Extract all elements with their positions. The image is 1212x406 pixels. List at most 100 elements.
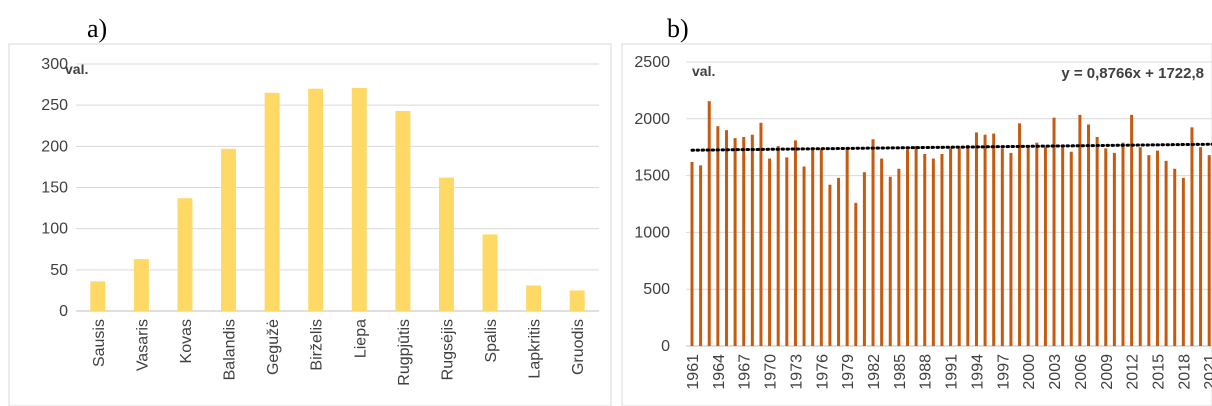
x-tick-label: Balandis [222,319,239,380]
x-tick-label: Vasaris [134,319,151,371]
bar-vasaris [133,259,149,311]
y-tick-label: 1000 [634,224,670,241]
y-tick-label: 250 [41,97,68,114]
bar-1972 [785,157,789,346]
panel-a-chart: 0 50 100 150 200 250 300 Sausis Vasaris Kovas Bala… [41,56,599,386]
bar-1977 [828,184,832,346]
y-tick-label: 2000 [634,111,670,128]
bar-1998 [1009,152,1013,346]
bar-lapkritis [526,285,542,311]
x-tick-label: 1961 [685,354,702,390]
y-tick-label: 100 [41,221,68,238]
y-tick-label: 1500 [634,168,670,185]
x-tick-label: 1988 [918,354,935,390]
x-tick-label: Gruodis [570,319,587,375]
x-tick-label: 1964 [711,354,728,390]
bar-1992 [957,148,961,346]
x-tick-label: 2000 [1021,354,1038,390]
bar-1985 [897,168,901,346]
bar-1965 [724,130,728,346]
bar-kovas [177,198,193,311]
x-tick-label: 2021 [1202,354,1212,390]
x-tick-label: 2009 [1099,354,1116,390]
bar-2007 [1087,124,1091,346]
x-tick-label: 1994 [969,354,986,390]
bar-2015 [1155,150,1159,346]
bar-2014 [1147,155,1151,346]
bar-2005 [1069,151,1073,346]
bar-1971 [776,146,780,346]
bar-2004 [1061,146,1065,346]
panel-label-b: b) [667,14,689,43]
trendline-equation: y = 0,8766x + 1722,8 [1061,65,1204,82]
bar-1989 [931,158,935,346]
trendline [690,142,1212,152]
x-tick-label: Lapkritis [527,319,544,379]
bar-2009 [1104,148,1108,346]
bar-2020 [1199,147,1203,346]
bar-sausis [90,281,106,311]
x-tick-label: Rugpjūtis [396,319,413,386]
bar-1969 [759,122,763,346]
bar-1978 [837,177,841,346]
bar-1980 [854,202,858,346]
bar-2010 [1112,152,1116,346]
x-tick-label: 1973 [788,354,805,390]
bar-1981 [862,172,866,346]
bar-1996 [992,133,996,346]
bar-2018 [1181,177,1185,346]
bar-2003 [1052,117,1056,346]
bar-1995 [983,134,987,346]
panel-a-unit-label: val. [65,61,88,77]
bar-2016 [1164,160,1168,346]
y-tick-label: 0 [59,303,68,320]
y-tick-label: 300 [41,56,68,73]
bar-gruodis [569,290,585,311]
bar-2011 [1121,142,1125,346]
bar-1983 [880,158,884,346]
panel-label-a: a) [87,14,107,43]
x-tick-label: 1982 [866,354,883,390]
bar-1964 [716,126,720,347]
bar-1993 [966,144,970,346]
bar-2006 [1078,114,1082,346]
bar-1962 [699,165,703,346]
x-tick-label: 2015 [1150,354,1167,390]
x-tick-label: 2018 [1176,354,1193,390]
bar-2001 [1035,142,1039,346]
x-tick-label: 1985 [892,354,909,390]
bar-rugsėjis [438,177,454,311]
bar-1970 [768,158,772,346]
y-tick-label: 0 [661,338,670,355]
y-tick-label: 200 [41,138,68,155]
bar-2012 [1130,114,1134,346]
bar-spalis [482,234,498,311]
bar-1994 [974,132,978,346]
x-tick-label: Liepa [352,319,369,358]
x-tick-label: 2012 [1125,354,1142,390]
x-tick-label: Kovas [178,319,195,363]
x-tick-label: 2003 [1047,354,1064,390]
bar-1986 [906,149,909,346]
bar-1963 [707,101,711,346]
x-tick-label: 1979 [840,354,857,390]
y-tick-label: 150 [41,180,68,197]
bar-2013 [1138,147,1142,346]
bar-1966 [733,138,737,346]
bar-1997 [1000,148,1004,346]
bar-1991 [949,148,953,346]
x-tick-label: Gegužė [265,319,282,375]
x-tick-label: 2006 [1073,354,1090,390]
bar-1984 [888,176,892,346]
bar-liepa [351,87,367,311]
x-tick-label: Birželis [309,319,326,371]
bar-2008 [1095,136,1099,346]
bar-2000 [1026,144,1030,346]
bar-2021 [1207,155,1211,346]
bar-birželis [308,88,324,311]
bar-gegužė [264,92,280,311]
bar-1999 [1018,123,1022,347]
bar-1961 [690,161,694,346]
panel-b-unit-label: val. [692,63,715,79]
